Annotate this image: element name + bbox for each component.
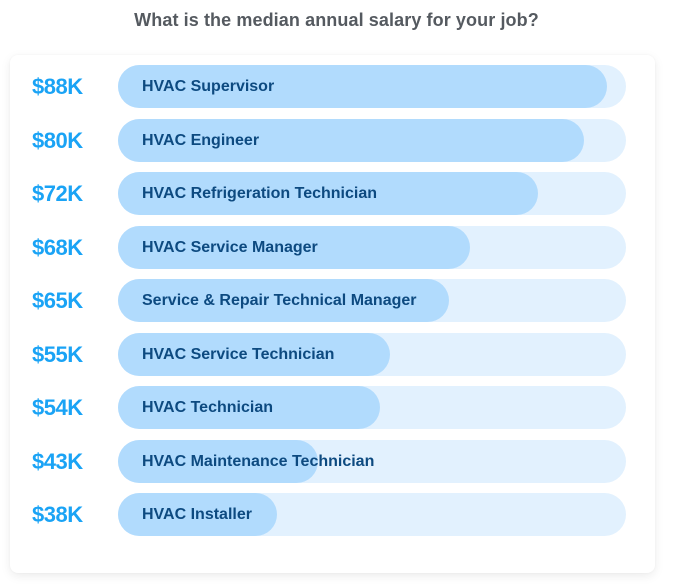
- salary-value: $54K: [32, 395, 83, 420]
- salary-row: $55K HVAC Service Technician: [10, 332, 655, 376]
- salary-row: $38K HVAC Installer: [10, 493, 655, 536]
- job-title-label: HVAC Installer: [142, 506, 252, 523]
- job-title-label: HVAC Supervisor: [142, 78, 275, 95]
- salary-value: $65K: [32, 288, 83, 313]
- salary-row: $80K HVAC Engineer: [10, 118, 655, 162]
- salary-row: $65K Service & Repair Technical Manager: [10, 279, 655, 322]
- bar-track: HVAC Engineer: [118, 118, 626, 162]
- job-title-label: Service & Repair Technical Manager: [142, 292, 417, 309]
- job-title-label: HVAC Engineer: [142, 131, 260, 149]
- job-title-label: HVAC Service Technician: [142, 345, 335, 363]
- salary-row: $68K HVAC Service Manager: [10, 225, 655, 269]
- salary-row: $43K HVAC Maintenance Technician: [10, 439, 655, 483]
- bar-track: HVAC Maintenance Technician: [118, 439, 626, 483]
- bar-fill: [118, 279, 450, 322]
- salary-row: $72K HVAC Refrigeration Technician: [10, 172, 655, 215]
- job-title-label: HVAC Refrigeration Technician: [142, 185, 377, 202]
- bar-track: HVAC Refrigeration Technician: [118, 172, 626, 215]
- job-title-label: HVAC Maintenance Technician: [142, 452, 375, 470]
- bar-track: HVAC Service Technician: [118, 332, 626, 376]
- bar-fill: [118, 172, 539, 215]
- chart-card: $88K HVAC Supervisor $80K HVAC Engineer …: [10, 55, 655, 573]
- bar-fill: [118, 439, 319, 483]
- job-title-label: HVAC Service Manager: [142, 238, 318, 256]
- salary-value: $88K: [32, 74, 83, 99]
- salary-value: $80K: [32, 127, 83, 153]
- salary-value: $55K: [32, 341, 83, 367]
- bar-track: HVAC Service Manager: [118, 225, 626, 269]
- salary-value: $68K: [32, 234, 83, 260]
- bar-track: HVAC Installer: [118, 493, 626, 536]
- bar-fill: [118, 332, 390, 376]
- salary-row: $88K HVAC Supervisor: [10, 65, 655, 108]
- salary-value: $72K: [32, 181, 83, 206]
- salary-value: $43K: [32, 448, 83, 474]
- salary-row: $54K HVAC Technician: [10, 386, 655, 429]
- bar-fill: [118, 386, 381, 429]
- bar-track: HVAC Technician: [118, 386, 626, 429]
- bar-track: HVAC Supervisor: [118, 65, 626, 108]
- bar-fill: [118, 118, 584, 162]
- bar-fill: [118, 65, 608, 108]
- bar-track: Service & Repair Technical Manager: [118, 279, 626, 322]
- chart-title: What is the median annual salary for you…: [134, 10, 539, 30]
- bar-fill: [118, 225, 471, 269]
- salary-value: $38K: [32, 502, 83, 527]
- bar-fill: [118, 493, 277, 536]
- job-title-label: HVAC Technician: [142, 399, 273, 416]
